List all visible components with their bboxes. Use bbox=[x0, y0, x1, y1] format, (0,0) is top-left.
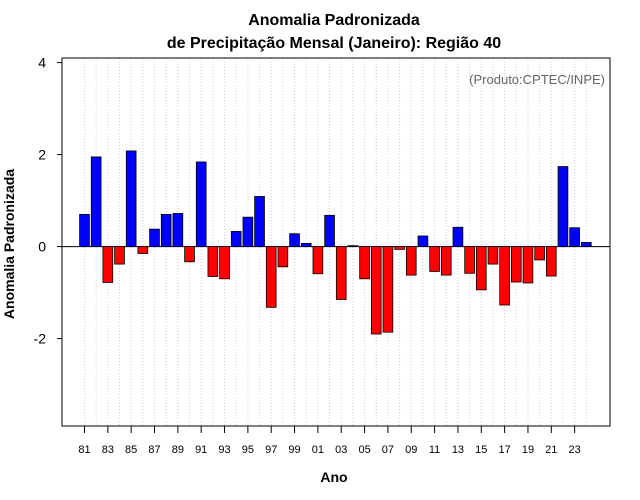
x-tick-label: 13 bbox=[452, 444, 464, 456]
bar-1994 bbox=[230, 231, 242, 247]
x-tick-label: 19 bbox=[522, 444, 534, 456]
x-tick-label: 09 bbox=[405, 444, 417, 456]
x-tick-label: 11 bbox=[429, 444, 440, 456]
x-tick-label: 83 bbox=[102, 444, 114, 456]
x-tick-label: 07 bbox=[382, 444, 394, 456]
bar-2021 bbox=[546, 246, 557, 277]
bar-2013 bbox=[452, 226, 464, 247]
bar-2014 bbox=[464, 246, 475, 274]
bar-2015 bbox=[475, 246, 487, 291]
x-tick-label: 03 bbox=[335, 444, 347, 456]
x-tick-label: 85 bbox=[125, 444, 137, 456]
bar-2023 bbox=[569, 227, 580, 248]
bar-1986 bbox=[137, 246, 149, 254]
bar-1988 bbox=[160, 213, 172, 247]
bar-1995 bbox=[242, 216, 254, 248]
chart-subtitle: de Precipitação Mensal (Janeiro): Região… bbox=[167, 35, 501, 52]
bar-2012 bbox=[440, 246, 452, 276]
bar-1997 bbox=[265, 246, 277, 308]
y-tick-label: 4 bbox=[38, 55, 46, 71]
y-tick-label: -2 bbox=[34, 331, 47, 347]
x-tick-label: 23 bbox=[569, 444, 581, 456]
bar-1998 bbox=[277, 246, 289, 268]
bar-2011 bbox=[429, 246, 440, 272]
bar-1996 bbox=[254, 196, 265, 248]
bar-2018 bbox=[510, 246, 522, 283]
x-tick-label: 91 bbox=[195, 444, 207, 456]
bar-2020 bbox=[534, 246, 545, 261]
x-tick-label: 81 bbox=[78, 444, 90, 456]
bar-2017 bbox=[499, 246, 510, 306]
x-tick-label: 93 bbox=[218, 444, 230, 456]
bar-2022 bbox=[557, 166, 569, 247]
x-tick-label: 97 bbox=[265, 444, 277, 456]
bars bbox=[79, 150, 592, 335]
x-axis: 81 83 85 87 89 91 93 95 97 99 01 03 05 07 09 11 13 15 17 19… bbox=[78, 426, 581, 456]
bar-2009 bbox=[405, 246, 417, 276]
x-tick-label: 99 bbox=[288, 444, 300, 456]
bar-2004 bbox=[347, 245, 359, 247]
x-tick-label: 15 bbox=[475, 444, 487, 456]
y-tick-label: 0 bbox=[38, 239, 46, 255]
bar-1990 bbox=[184, 246, 195, 263]
bar-2006 bbox=[370, 246, 382, 335]
bar-2000 bbox=[300, 242, 312, 248]
x-axis-label: Ano bbox=[320, 469, 347, 485]
plot-frame bbox=[61, 57, 611, 427]
bar-1982 bbox=[90, 156, 102, 247]
grid-lines bbox=[84, 58, 587, 426]
y-tick-label: 2 bbox=[38, 147, 46, 163]
source-note: (Produto:CPTEC/INPE) bbox=[469, 72, 605, 87]
x-tick-label: 01 bbox=[312, 444, 324, 456]
y-axis-label: Anomalia Padronizada bbox=[1, 169, 17, 319]
bar-1985 bbox=[125, 150, 137, 247]
bar-1983 bbox=[102, 246, 114, 283]
bar-2003 bbox=[335, 246, 347, 300]
x-tick-label: 21 bbox=[545, 444, 557, 456]
bar-2010 bbox=[417, 235, 429, 248]
x-tick-label: 95 bbox=[242, 444, 254, 456]
x-tick-label: 87 bbox=[148, 444, 160, 456]
bar-2019 bbox=[522, 246, 534, 284]
bar-1987 bbox=[149, 228, 160, 247]
bar-2005 bbox=[359, 246, 370, 280]
bar-1999 bbox=[289, 233, 300, 248]
bar-2002 bbox=[324, 214, 335, 248]
bar-2001 bbox=[312, 246, 324, 275]
bar-1993 bbox=[219, 246, 230, 280]
bar-1984 bbox=[114, 246, 125, 265]
bar-1991 bbox=[195, 161, 207, 248]
x-tick-label: 89 bbox=[172, 444, 184, 456]
x-tick-label: 17 bbox=[498, 444, 510, 456]
y-axis: -2 0 2 4 bbox=[34, 55, 62, 347]
x-tick-label: 05 bbox=[358, 444, 370, 456]
chart-title: Anomalia Padronizada bbox=[248, 12, 420, 29]
bar-1989 bbox=[172, 213, 184, 247]
bar-2024 bbox=[581, 242, 592, 248]
bar-2008 bbox=[394, 246, 405, 250]
bar-1992 bbox=[207, 246, 219, 277]
bar-2016 bbox=[487, 246, 499, 265]
bar-2007 bbox=[382, 246, 394, 333]
bar-1981 bbox=[79, 213, 90, 247]
